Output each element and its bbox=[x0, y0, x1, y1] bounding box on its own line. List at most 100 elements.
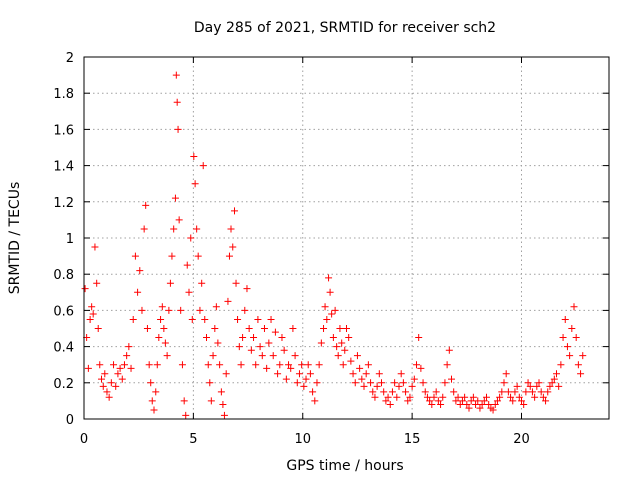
data-point bbox=[241, 306, 249, 314]
data-point bbox=[356, 364, 364, 372]
data-point bbox=[134, 288, 142, 296]
data-point bbox=[448, 375, 455, 383]
data-point bbox=[140, 225, 148, 233]
data-point bbox=[443, 361, 451, 369]
x-tick-labels: 0 5 10 15 20 bbox=[80, 432, 530, 447]
data-point bbox=[206, 379, 214, 387]
data-point bbox=[577, 370, 585, 378]
data-point bbox=[112, 382, 120, 390]
data-point bbox=[323, 315, 331, 323]
data-point bbox=[338, 339, 346, 347]
data-point bbox=[399, 379, 407, 387]
data-point bbox=[232, 279, 240, 287]
data-point bbox=[456, 401, 464, 409]
data-point bbox=[304, 361, 312, 369]
data-point bbox=[136, 267, 144, 275]
y-tick-label: 1.8 bbox=[53, 87, 74, 102]
data-point bbox=[415, 334, 423, 342]
data-point bbox=[458, 397, 466, 405]
data-point bbox=[524, 379, 532, 387]
data-point bbox=[574, 361, 582, 369]
data-point bbox=[157, 315, 165, 323]
data-point bbox=[103, 388, 111, 396]
data-point bbox=[345, 334, 353, 342]
data-point bbox=[395, 382, 403, 390]
data-point bbox=[298, 361, 306, 369]
data-point bbox=[353, 352, 361, 360]
data-point bbox=[163, 352, 171, 360]
x-tick-label: 0 bbox=[80, 432, 88, 447]
data-point bbox=[533, 382, 541, 390]
y-tick-label: 0.4 bbox=[53, 341, 74, 356]
data-point bbox=[328, 310, 336, 318]
data-point bbox=[480, 397, 488, 405]
data-point bbox=[439, 393, 447, 401]
data-point bbox=[371, 393, 379, 401]
data-point bbox=[127, 364, 135, 372]
data-point bbox=[161, 339, 169, 347]
data-point bbox=[269, 352, 277, 360]
data-point bbox=[339, 361, 347, 369]
data-point bbox=[235, 343, 243, 351]
data-point bbox=[336, 325, 344, 332]
data-point bbox=[217, 388, 225, 396]
data-point bbox=[579, 352, 587, 360]
data-point bbox=[267, 315, 275, 323]
data-point bbox=[566, 352, 574, 360]
data-point bbox=[375, 370, 383, 378]
data-point bbox=[500, 379, 508, 387]
data-point bbox=[173, 98, 181, 106]
data-point bbox=[380, 388, 388, 396]
data-point bbox=[89, 310, 97, 318]
data-point bbox=[522, 388, 530, 396]
data-point bbox=[91, 243, 99, 251]
data-point bbox=[145, 361, 153, 369]
data-point bbox=[263, 364, 271, 372]
data-point bbox=[544, 388, 552, 396]
data-point bbox=[329, 334, 337, 342]
data-point bbox=[88, 303, 96, 311]
data-point bbox=[535, 379, 543, 387]
data-point bbox=[504, 388, 512, 396]
data-point bbox=[86, 315, 94, 323]
data-point bbox=[452, 397, 460, 405]
data-point bbox=[437, 401, 445, 409]
data-point bbox=[178, 361, 186, 369]
data-point bbox=[406, 393, 414, 401]
data-point bbox=[520, 401, 528, 409]
y-tick-label: 0.2 bbox=[53, 377, 74, 392]
data-point bbox=[170, 225, 178, 233]
x-tick-label: 10 bbox=[294, 432, 311, 447]
data-point bbox=[428, 401, 436, 409]
y-tick-label: 1.6 bbox=[53, 123, 74, 138]
data-point bbox=[278, 334, 286, 342]
grid-lines bbox=[84, 57, 609, 419]
data-point bbox=[293, 379, 301, 387]
data-point bbox=[315, 361, 323, 369]
data-point bbox=[166, 279, 174, 287]
data-point bbox=[180, 397, 188, 405]
data-point bbox=[485, 401, 493, 409]
data-point bbox=[209, 352, 217, 360]
data-point bbox=[191, 180, 199, 188]
data-point bbox=[216, 361, 224, 369]
data-point bbox=[334, 352, 342, 360]
data-point bbox=[347, 357, 355, 365]
data-point bbox=[98, 375, 105, 383]
data-point bbox=[326, 288, 334, 296]
data-point bbox=[388, 388, 396, 396]
data-point bbox=[171, 194, 179, 202]
data-point bbox=[265, 339, 273, 347]
data-point bbox=[317, 339, 325, 347]
data-point bbox=[369, 388, 377, 396]
data-point bbox=[367, 379, 375, 387]
data-point bbox=[476, 404, 484, 412]
data-point bbox=[343, 325, 350, 332]
data-point bbox=[382, 397, 390, 405]
data-point bbox=[546, 382, 554, 390]
data-point bbox=[99, 382, 107, 390]
data-point bbox=[325, 274, 333, 282]
data-point bbox=[491, 401, 499, 409]
data-point bbox=[185, 288, 193, 296]
data-point bbox=[254, 315, 262, 323]
